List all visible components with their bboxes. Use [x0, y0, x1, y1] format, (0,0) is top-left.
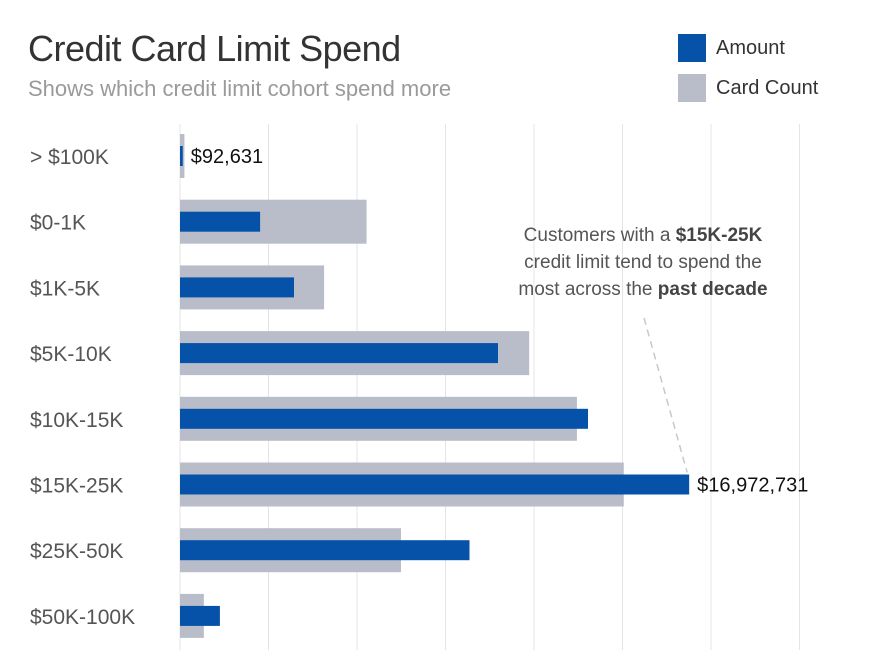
annotation-leader-line: [643, 317, 688, 473]
bar-amount: [180, 277, 294, 298]
category-label: $50K-100K: [30, 606, 135, 629]
legend-swatch-card-count: [678, 74, 706, 102]
category-label: $0-1K: [30, 212, 86, 235]
bar-amount: [180, 605, 220, 626]
legend-label-card-count: Card Count: [716, 76, 819, 99]
legend-item-card-count: Card Count: [678, 74, 818, 102]
annotation-bold-1: $15K-25K: [675, 225, 763, 246]
category-label: $25K-50K: [30, 540, 123, 563]
annotation-bold-2: past decade: [657, 279, 768, 300]
data-label: $92,631: [191, 146, 263, 168]
legend-item-amount: Amount: [678, 34, 818, 62]
bar-amount: [180, 408, 588, 429]
legend-label-amount: Amount: [716, 36, 785, 59]
bar-amount: [180, 540, 470, 561]
chart-subtitle: Shows which credit limit cohort spend mo…: [28, 76, 452, 101]
chart-title: Credit Card Limit Spend: [28, 28, 401, 69]
annotation-text-1: Customers with a: [523, 225, 676, 246]
category-label: $1K-5K: [30, 277, 100, 300]
legend: Amount Card Count: [678, 34, 818, 114]
bar-amount: [180, 343, 498, 364]
category-label: $5K-10K: [30, 343, 112, 366]
bar-amount: [180, 146, 183, 166]
annotation-text-3: most across the: [518, 279, 658, 300]
category-label: > $100K: [30, 146, 109, 169]
annotation-text-2: credit limit tend to spend the: [524, 252, 762, 273]
legend-swatch-amount: [678, 34, 706, 62]
annotation: Customers with a $15K-25K credit limit t…: [470, 222, 816, 303]
category-label: $15K-25K: [30, 475, 123, 498]
bar-amount: [180, 474, 690, 495]
data-label: $16,972,731: [697, 475, 808, 497]
bar-amount: [180, 211, 261, 232]
category-label: $10K-15K: [30, 409, 123, 432]
